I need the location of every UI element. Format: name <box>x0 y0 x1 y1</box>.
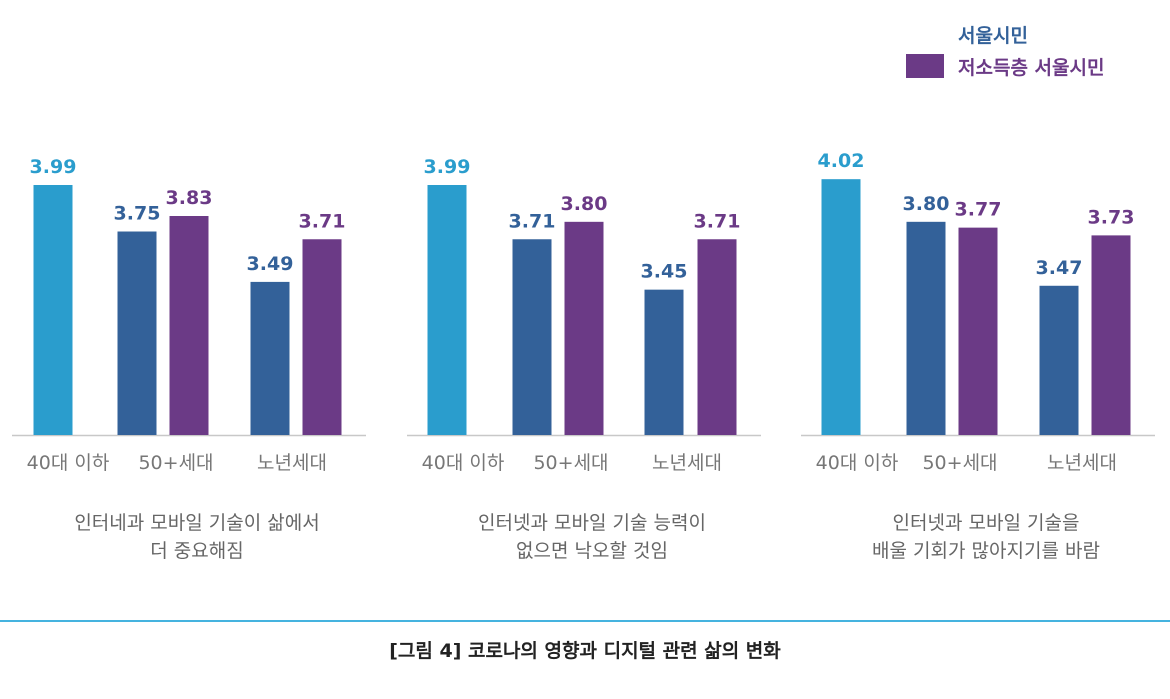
legend-swatch-low-income <box>906 54 944 78</box>
bar <box>697 239 737 435</box>
legend: 서울시민 저소득층 서울시민 <box>906 18 1104 82</box>
data-label: 3.71 <box>509 210 556 232</box>
data-label: 3.49 <box>247 253 294 275</box>
bar <box>169 216 209 435</box>
x-tick-label: 노년세대 <box>652 452 722 474</box>
data-label: 3.71 <box>299 210 346 232</box>
bar <box>33 184 73 435</box>
x-tick-label: 40대 이하 <box>816 452 899 474</box>
bar <box>512 239 552 435</box>
data-label: 3.75 <box>114 203 161 225</box>
chart-title: 더 중요해짐 <box>150 540 243 562</box>
bar <box>906 221 946 435</box>
bar <box>117 231 157 435</box>
data-label: 3.71 <box>694 210 741 232</box>
x-tick-label: 노년세대 <box>257 452 327 474</box>
bar <box>427 184 467 435</box>
data-label: 3.83 <box>166 187 213 209</box>
x-tick-label: 50+세대 <box>138 452 213 474</box>
bar <box>958 227 998 435</box>
bar <box>1039 285 1079 435</box>
data-label: 4.02 <box>818 150 865 172</box>
bar <box>644 289 684 435</box>
x-tick-label: 노년세대 <box>1047 452 1117 474</box>
bar <box>250 281 290 435</box>
legend-label-low-income: 저소득층 서울시민 <box>958 56 1105 79</box>
chart-title: 배울 기회가 많아지기를 바람 <box>872 540 1100 562</box>
data-label: 3.73 <box>1088 206 1135 228</box>
bar <box>821 179 861 435</box>
figure-caption: [그림 4] 코로나의 영향과 디지털 관련 삶의 변화 <box>389 640 781 662</box>
data-label: 3.47 <box>1036 257 1083 279</box>
x-tick-label: 40대 이하 <box>422 452 505 474</box>
data-label: 3.45 <box>641 261 688 283</box>
x-tick-label: 50+세대 <box>533 452 608 474</box>
x-tick-label: 50+세대 <box>922 452 997 474</box>
caption-divider <box>0 620 1170 622</box>
data-label: 3.77 <box>955 199 1002 221</box>
legend-label-seoul: 서울시민 <box>958 24 1028 47</box>
data-label: 3.99 <box>424 156 471 178</box>
chart-title: 없으면 낙오할 것임 <box>516 540 668 562</box>
chart-title: 인터네과 모바일 기술이 삶에서 <box>74 512 319 534</box>
bar <box>302 239 342 435</box>
legend-item-seoul: 서울시민 <box>906 18 1104 50</box>
chart-title: 인터넷과 모바일 기술 능력이 <box>478 512 706 534</box>
data-label: 3.99 <box>30 156 77 178</box>
legend-item-low-income: 저소득층 서울시민 <box>906 50 1104 82</box>
bar <box>564 221 604 435</box>
chart-title: 인터넷과 모바일 기술을 <box>893 512 1080 534</box>
data-label: 3.80 <box>903 193 950 215</box>
x-tick-label: 40대 이하 <box>27 452 110 474</box>
legend-swatch-seoul <box>906 22 944 46</box>
data-label: 3.80 <box>561 193 608 215</box>
bar <box>1091 235 1131 435</box>
